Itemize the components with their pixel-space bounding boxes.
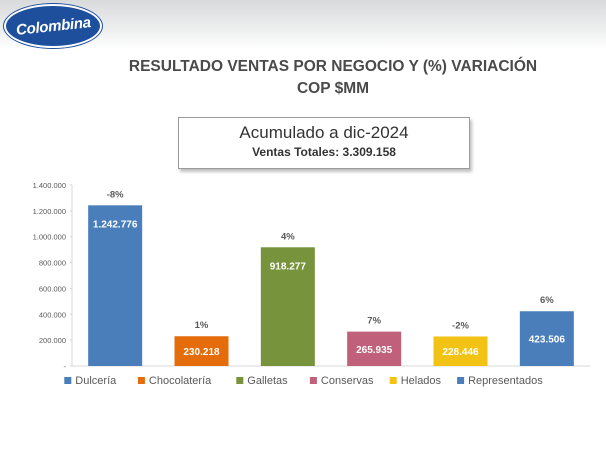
bar-value-label: 1.242.776 bbox=[93, 219, 138, 230]
legend-swatch bbox=[309, 377, 317, 384]
page-title-unit: COP $MM bbox=[296, 80, 370, 97]
variation-label: 4% bbox=[281, 231, 295, 242]
bar-value-label: 918.277 bbox=[270, 261, 307, 272]
colombina-logo: Colombina bbox=[4, 4, 102, 48]
bar-representados bbox=[519, 311, 574, 366]
legend-label: Chocolatería bbox=[149, 375, 212, 387]
variation-label: 7% bbox=[367, 316, 381, 327]
legend-swatch bbox=[137, 377, 145, 384]
summary-heading: Acumulado a dic-2024 bbox=[239, 123, 409, 142]
bar-chocolatería bbox=[174, 336, 229, 366]
legend-label: Conservas bbox=[321, 375, 374, 387]
legend-label: Helados bbox=[401, 375, 442, 387]
summary-total-sales: Ventas Totales: 3.309.158 bbox=[252, 145, 396, 159]
y-tick-label: 1.000.000 bbox=[33, 233, 66, 242]
bar-helados bbox=[433, 336, 488, 366]
variation-label: -2% bbox=[452, 320, 469, 331]
legend-label: Dulcería bbox=[75, 375, 117, 387]
page-title: RESULTADO VENTAS POR NEGOCIO Y (%) VARIA… bbox=[128, 58, 538, 75]
y-tick-label: - bbox=[64, 362, 67, 371]
variation-label: 1% bbox=[195, 320, 209, 331]
legend-label: Representados bbox=[468, 375, 543, 387]
y-tick-label: 200.000 bbox=[39, 336, 66, 345]
y-tick-label: 800.000 bbox=[39, 259, 66, 268]
legend-swatch bbox=[64, 377, 72, 384]
variation-label: 6% bbox=[540, 295, 554, 306]
summary-box: Acumulado a dic-2024 Ventas Totales: 3.3… bbox=[178, 117, 470, 169]
sales-bar-chart: - 200.000 400.000 600.000 800.000 1.000.000 1.… bbox=[33, 181, 590, 387]
bar-value-label: 230.218 bbox=[183, 347, 220, 358]
y-tick-label: 600.000 bbox=[39, 284, 66, 293]
variation-label: -8% bbox=[107, 189, 124, 200]
y-tick-label: 1.200.000 bbox=[33, 207, 66, 216]
y-tick-label: 1.400.000 bbox=[33, 181, 66, 190]
bar-value-label: 423.506 bbox=[529, 335, 566, 346]
legend-swatch bbox=[236, 377, 244, 384]
legend-swatch bbox=[389, 377, 397, 384]
bar-value-label: 228.446 bbox=[442, 347, 479, 358]
legend-swatch bbox=[457, 377, 465, 384]
logo-text: Colombina bbox=[14, 13, 92, 39]
bar-dulcería bbox=[88, 205, 143, 366]
y-tick-label: 400.000 bbox=[39, 310, 66, 319]
legend-label: Galletas bbox=[247, 375, 288, 387]
bar-galletas bbox=[260, 247, 315, 366]
bar-conservas bbox=[347, 331, 402, 366]
bar-value-label: 265.935 bbox=[356, 345, 393, 356]
